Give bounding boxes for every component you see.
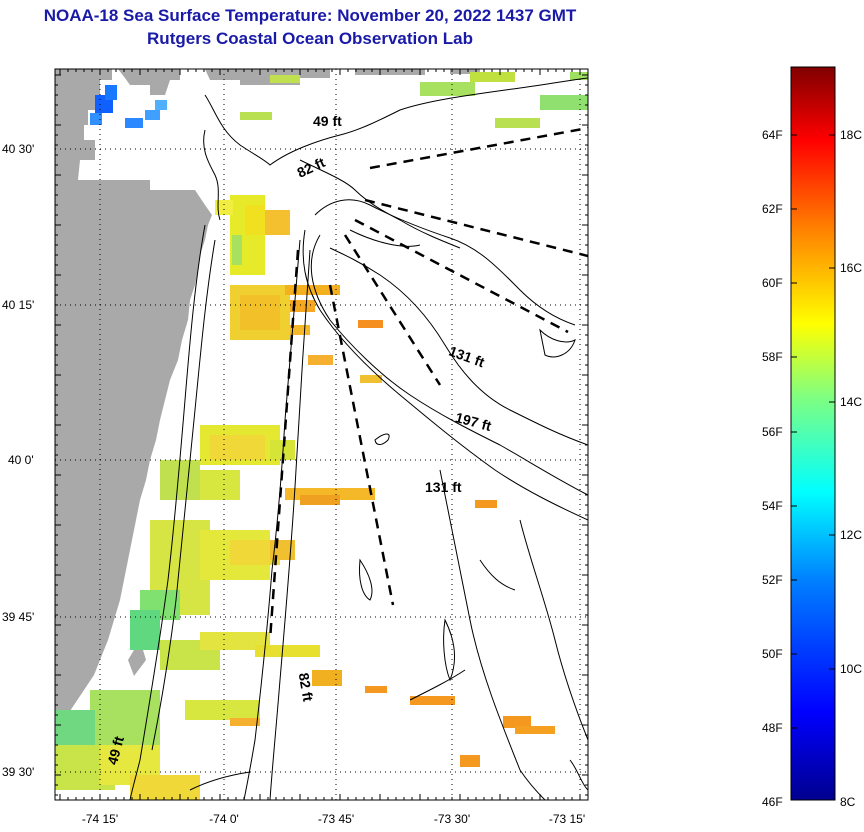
depth-label: 82 ft bbox=[296, 672, 317, 703]
contours bbox=[129, 77, 588, 800]
colorbar-c-label: 18C bbox=[840, 128, 862, 142]
lat-tick-label: 40 0' bbox=[8, 453, 34, 467]
colorbar-f-label: 62F bbox=[762, 202, 783, 216]
colorbar-f-label: 54F bbox=[762, 499, 783, 513]
lat-tick-label: 40 15' bbox=[2, 298, 34, 312]
colorbar-f-label: 60F bbox=[762, 276, 783, 290]
colorbar-f-label: 48F bbox=[762, 721, 783, 735]
depth-label: 131 ft bbox=[425, 479, 462, 495]
colorbar-c-label: 10C bbox=[840, 662, 862, 676]
map-subtitle: Rutgers Coastal Ocean Observation Lab bbox=[147, 29, 473, 48]
lat-tick-label: 40 30' bbox=[2, 142, 34, 156]
colorbar-c-label: 8C bbox=[840, 795, 856, 809]
lon-tick-label: -73 15' bbox=[549, 812, 585, 826]
colorbar-f-label: 56F bbox=[762, 425, 783, 439]
colorbar-f-label: 64F bbox=[762, 128, 783, 142]
colorbar-f-label: 46F bbox=[762, 795, 783, 809]
colorbar-c-label: 12C bbox=[840, 528, 862, 542]
colorbar: 64F 62F 60F 58F 56F 54F 52F 50F 48F 46F … bbox=[762, 66, 862, 809]
depth-label: 49 ft bbox=[104, 734, 127, 766]
colorbar-c-label: 14C bbox=[840, 395, 862, 409]
lon-tick-label: -73 30' bbox=[434, 812, 470, 826]
colorbar-f-label: 58F bbox=[762, 350, 783, 364]
lat-tick-label: 39 30' bbox=[2, 765, 34, 779]
gridlines bbox=[55, 69, 588, 800]
map-area: 49 ft 82 ft 131 ft 197 ft 131 ft 82 ft 4… bbox=[55, 69, 588, 800]
lon-tick-label: -74 15' bbox=[82, 812, 118, 826]
colorbar-f-label: 52F bbox=[762, 573, 783, 587]
lat-tick-label: 39 45' bbox=[2, 610, 34, 624]
sst-pixels bbox=[55, 72, 588, 800]
lon-tick-label: -73 45' bbox=[318, 812, 354, 826]
colorbar-c-label: 16C bbox=[840, 261, 862, 275]
frame-ticks bbox=[55, 69, 588, 800]
transect-lines bbox=[268, 126, 588, 641]
colorbar-gradient bbox=[790, 66, 836, 801]
colorbar-f-label: 50F bbox=[762, 647, 783, 661]
map-title: NOAA-18 Sea Surface Temperature: Novembe… bbox=[43, 6, 577, 25]
lon-tick-label: -74 0' bbox=[209, 812, 239, 826]
depth-label: 49 ft bbox=[313, 113, 342, 129]
